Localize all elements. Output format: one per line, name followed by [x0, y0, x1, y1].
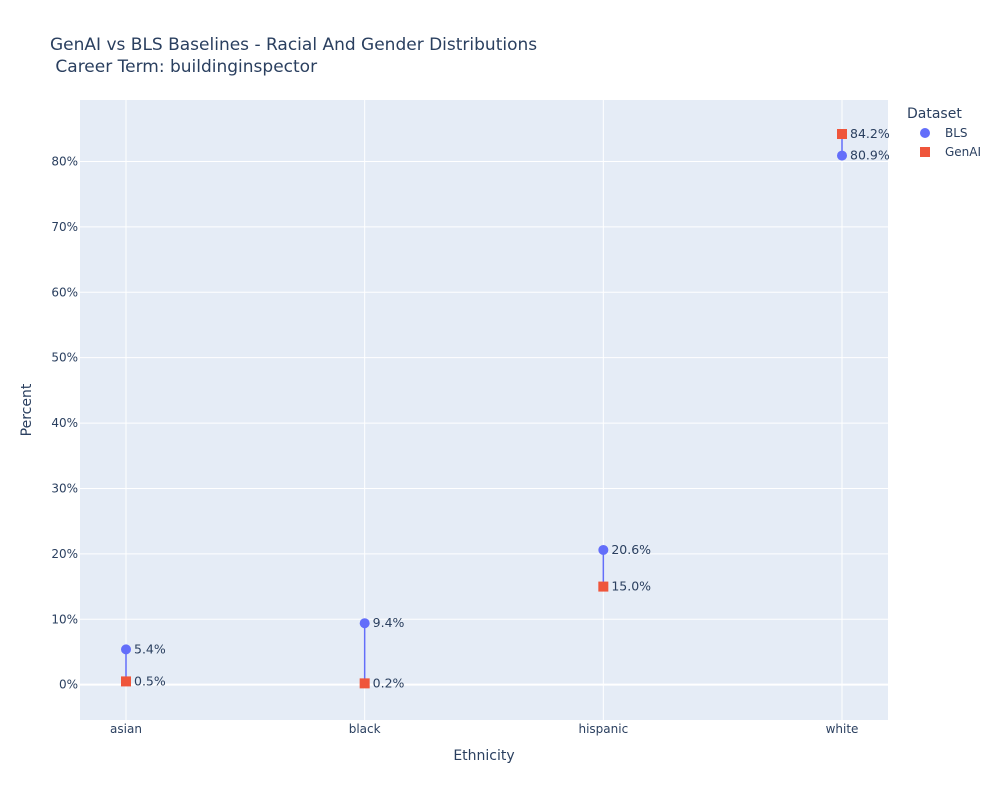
genai-point [598, 581, 609, 592]
y-tick-label: 80% [51, 154, 78, 168]
genai-data-label: 0.2% [373, 675, 405, 690]
y-grid [80, 160, 888, 686]
legend-marker-genai [920, 147, 930, 157]
y-axis-title: Percent [19, 383, 35, 436]
chart-subtitle: Career Term: buildinginspector [50, 57, 317, 77]
bls-point [837, 150, 847, 161]
genai-data-label: 84.2% [850, 126, 890, 141]
genai-data-label: 15.0% [611, 579, 651, 594]
bls-point [359, 618, 370, 629]
bls-data-label: 80.9% [850, 148, 890, 163]
y-tick-label: 50% [51, 351, 78, 365]
x-tick-label: white [826, 722, 859, 736]
legend: Dataset BLS GenAI [907, 106, 981, 159]
genai-data-label: 0.5% [134, 673, 166, 688]
legend-marker-bls [920, 128, 930, 138]
y-axis-ticks: 0% 10% 20% 30% 40% 50% 60% 70% 80% [51, 154, 78, 691]
legend-label-bls: BLS [945, 126, 968, 140]
chart-title: GenAI vs BLS Baselines - Racial And Gend… [50, 35, 537, 55]
bls-data-label: 20.6% [611, 542, 651, 557]
data-labels: 5.4% 9.4% 20.6% 80.9% 0.5% 0.2% 15.0% 84.2% [134, 126, 890, 690]
y-tick-label: 60% [51, 285, 78, 299]
x-grid [125, 100, 843, 720]
y-tick-label: 10% [51, 612, 78, 626]
legend-label-genai: GenAI [945, 145, 981, 159]
x-tick-label: hispanic [578, 722, 628, 736]
legend-title: Dataset [907, 106, 962, 122]
bls-point [598, 544, 609, 555]
bls-data-label: 9.4% [373, 615, 405, 630]
x-tick-label: black [349, 722, 381, 736]
y-tick-label: 30% [51, 481, 78, 495]
y-tick-label: 20% [51, 547, 78, 561]
bls-point [121, 644, 131, 655]
plot-area [80, 100, 888, 720]
genai-point [359, 678, 370, 689]
markers [121, 129, 847, 689]
y-tick-label: 70% [51, 220, 78, 234]
x-axis-title: Ethnicity [453, 748, 514, 764]
genai-point [121, 676, 131, 687]
genai-point [837, 129, 847, 140]
x-tick-label: asian [110, 722, 142, 736]
y-tick-label: 0% [59, 678, 78, 692]
bls-data-label: 5.4% [134, 641, 166, 656]
x-axis-ticks: asian black hispanic white [110, 722, 858, 736]
y-tick-label: 40% [51, 416, 78, 430]
